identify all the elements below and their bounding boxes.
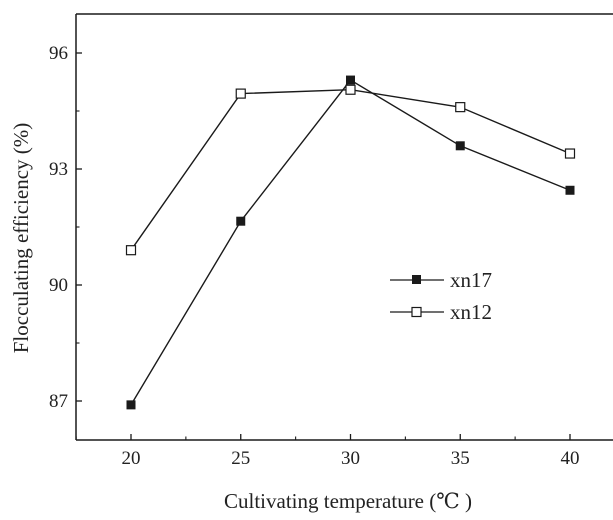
legend-item-xn17: xn17 xyxy=(390,268,492,292)
series-line-xn12 xyxy=(130,89,571,251)
y-tick-label-93: 93 xyxy=(49,159,68,180)
legend: xn17 xn12 xyxy=(390,268,492,324)
x-ticks: 20 25 30 35 40 xyxy=(75,434,580,469)
legend-marker-xn12 xyxy=(411,306,422,318)
legend-marker-xn17 xyxy=(412,275,421,284)
data-point-xn17-40 xyxy=(565,185,575,195)
data-point-xn12-40 xyxy=(564,148,576,159)
data-point-xn17-20 xyxy=(126,400,136,410)
x-tick-label-20: 20 xyxy=(122,448,141,469)
x-tick-label-25: 25 xyxy=(231,448,250,469)
legend-item-xn12: xn12 xyxy=(390,300,492,324)
data-point-xn17-30 xyxy=(346,75,355,85)
x-tick-label-30: 30 xyxy=(341,448,360,469)
series-xn17 xyxy=(126,75,575,410)
legend-label-xn12: xn12 xyxy=(450,300,492,324)
data-point-xn17-25 xyxy=(236,216,246,226)
data-point-xn12-30 xyxy=(345,84,356,95)
data-point-xn12-20 xyxy=(125,245,137,256)
y-ticks: 87 90 93 96 xyxy=(49,43,82,412)
y-tick-label-96: 96 xyxy=(49,43,68,64)
y-tick-label-87: 87 xyxy=(49,391,68,412)
x-axis-title: Cultivating temperature (℃ ) xyxy=(224,489,472,513)
series-layer xyxy=(125,75,576,410)
series-xn12 xyxy=(125,84,576,256)
y-axis-title: Flocculating efficiency (%) xyxy=(9,123,33,354)
x-tick-label-35: 35 xyxy=(451,448,470,469)
series-line-xn17 xyxy=(130,79,571,406)
y-tick-label-90: 90 xyxy=(49,275,68,296)
legend-label-xn17: xn17 xyxy=(450,268,492,292)
x-tick-label-40: 40 xyxy=(561,448,580,469)
data-point-xn17-35 xyxy=(455,141,465,151)
data-point-xn12-25 xyxy=(235,88,246,99)
data-point-xn12-35 xyxy=(455,102,466,113)
plot-area xyxy=(75,13,613,441)
